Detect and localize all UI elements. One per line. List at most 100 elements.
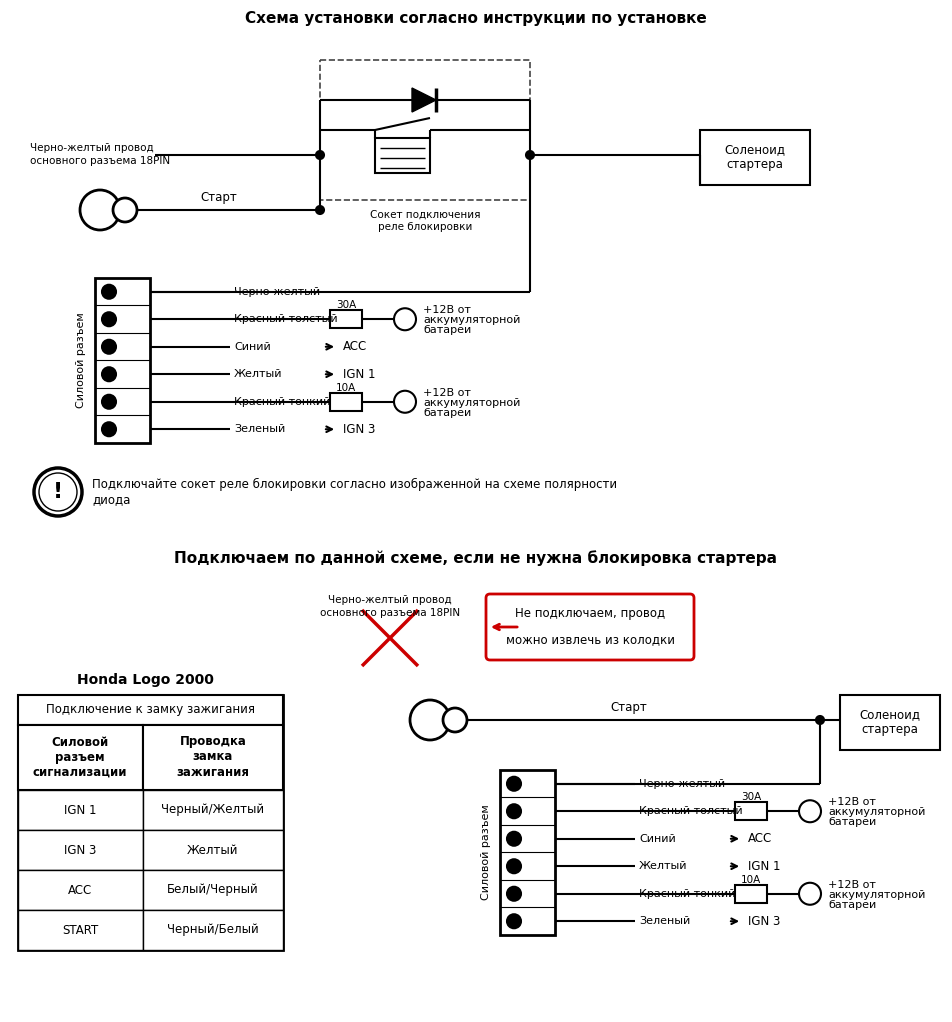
Text: Подключайте сокет реле блокировки согласно изображенной на схеме полярности: Подключайте сокет реле блокировки соглас… [92, 477, 617, 491]
Text: IGN 3: IGN 3 [64, 843, 96, 856]
Bar [18, 695, 283, 950]
Text: батареи: батареи [828, 818, 876, 827]
Text: Желтый: Желтый [234, 369, 283, 379]
Bar [143, 790, 283, 830]
Text: !: ! [53, 482, 63, 502]
Text: Старт: Старт [610, 700, 646, 713]
Bar [18, 870, 143, 910]
Bar [320, 60, 530, 200]
Text: Черно-желтый провод: Черно-желтый провод [30, 143, 153, 153]
Bar [375, 138, 430, 173]
Bar [143, 725, 283, 790]
Text: 30A: 30A [741, 792, 762, 802]
Text: Сокет подключения
реле блокировки: Сокет подключения реле блокировки [369, 210, 480, 232]
Bar [18, 725, 143, 790]
Circle shape [102, 313, 116, 326]
Text: основного разъема 18PIN: основного разъема 18PIN [320, 608, 460, 618]
Text: аккумуляторной: аккумуляторной [828, 807, 925, 818]
Bar [735, 802, 767, 821]
Text: Черный/Белый: Черный/Белый [168, 924, 259, 936]
Circle shape [507, 804, 521, 819]
Text: IGN 1: IGN 1 [64, 803, 96, 817]
Bar [500, 770, 555, 935]
Circle shape [80, 190, 120, 230]
Text: Силовой разъем: Силовой разъем [481, 804, 491, 900]
Text: Подключаем по данной схеме, если не нужна блокировка стартера: Подключаем по данной схеме, если не нужн… [174, 550, 778, 566]
Circle shape [113, 198, 137, 222]
Bar [18, 910, 143, 950]
Text: +12В от: +12В от [423, 306, 471, 315]
Text: батареи: батареи [423, 408, 471, 418]
Text: аккумуляторной: аккумуляторной [423, 398, 521, 408]
Circle shape [39, 473, 77, 511]
Text: Желтый: Желтый [188, 843, 239, 856]
Text: Honda Logo 2000: Honda Logo 2000 [76, 673, 213, 687]
Bar [143, 910, 283, 950]
Text: +12В от: +12В от [828, 880, 876, 890]
Text: Силовой разъем: Силовой разъем [76, 312, 86, 408]
Text: 30A: 30A [336, 300, 356, 311]
Text: ACC: ACC [343, 340, 367, 354]
Bar [18, 790, 143, 830]
FancyBboxPatch shape [486, 594, 694, 660]
Text: аккумуляторной: аккумуляторной [828, 890, 925, 899]
Bar [840, 695, 940, 750]
Circle shape [34, 468, 82, 516]
Bar [735, 885, 767, 902]
Circle shape [102, 394, 116, 409]
Text: Черно-желтый: Черно-желтый [639, 779, 725, 789]
Text: Синий: Синий [234, 341, 270, 352]
Circle shape [394, 309, 416, 330]
Circle shape [526, 151, 534, 159]
Circle shape [799, 883, 821, 904]
Bar [330, 392, 362, 411]
Circle shape [102, 422, 116, 436]
Text: батареи: батареи [828, 899, 876, 910]
Bar [143, 870, 283, 910]
Bar [700, 130, 810, 185]
Circle shape [799, 800, 821, 823]
Circle shape [102, 285, 116, 298]
Text: Черный/Желтый: Черный/Желтый [162, 803, 265, 817]
Text: диода: диода [92, 494, 130, 507]
Bar [330, 311, 362, 328]
Bar [95, 278, 150, 443]
Text: +12В от: +12В от [423, 387, 471, 398]
Circle shape [394, 390, 416, 413]
Circle shape [443, 708, 467, 732]
Text: +12В от: +12В от [828, 797, 876, 807]
Bar [143, 830, 283, 870]
Text: Черно-желтый: Черно-желтый [234, 287, 320, 296]
Circle shape [507, 860, 521, 873]
Text: Красный толстый: Красный толстый [234, 314, 338, 324]
Text: Красный толстый: Красный толстый [639, 806, 743, 817]
Text: Красный тонкий: Красный тонкий [639, 889, 735, 898]
Text: основного разъема 18PIN: основного разъема 18PIN [30, 156, 170, 166]
Polygon shape [412, 88, 436, 112]
Circle shape [507, 915, 521, 928]
Text: Силовой
разъем
сигнализации: Силовой разъем сигнализации [32, 736, 128, 779]
Circle shape [102, 339, 116, 354]
Text: 10A: 10A [741, 875, 762, 885]
Text: Зеленый: Зеленый [234, 424, 286, 434]
Text: Синий: Синий [639, 834, 676, 844]
Text: Зеленый: Зеленый [639, 917, 690, 926]
Text: IGN 1: IGN 1 [343, 368, 375, 381]
Circle shape [410, 700, 450, 740]
Text: ACC: ACC [68, 883, 92, 896]
Text: Подключение к замку зажигания: Подключение к замку зажигания [46, 703, 254, 716]
Text: Старт: Старт [200, 191, 237, 204]
Text: Соленоид
стартера: Соленоид стартера [860, 708, 921, 736]
Circle shape [816, 716, 824, 724]
Circle shape [507, 887, 521, 900]
Circle shape [102, 367, 116, 381]
Text: Проводка
замка
зажигания: Проводка замка зажигания [176, 736, 249, 779]
Text: аккумуляторной: аккумуляторной [423, 315, 521, 325]
Text: IGN 3: IGN 3 [748, 915, 781, 928]
Text: Белый/Черный: Белый/Черный [168, 883, 259, 896]
Text: Соленоид
стартера: Соленоид стартера [724, 143, 785, 171]
Text: IGN 3: IGN 3 [343, 423, 375, 435]
Text: IGN 1: IGN 1 [748, 860, 781, 873]
Text: Черно-желтый провод: Черно-желтый провод [328, 595, 452, 605]
Circle shape [316, 151, 324, 159]
